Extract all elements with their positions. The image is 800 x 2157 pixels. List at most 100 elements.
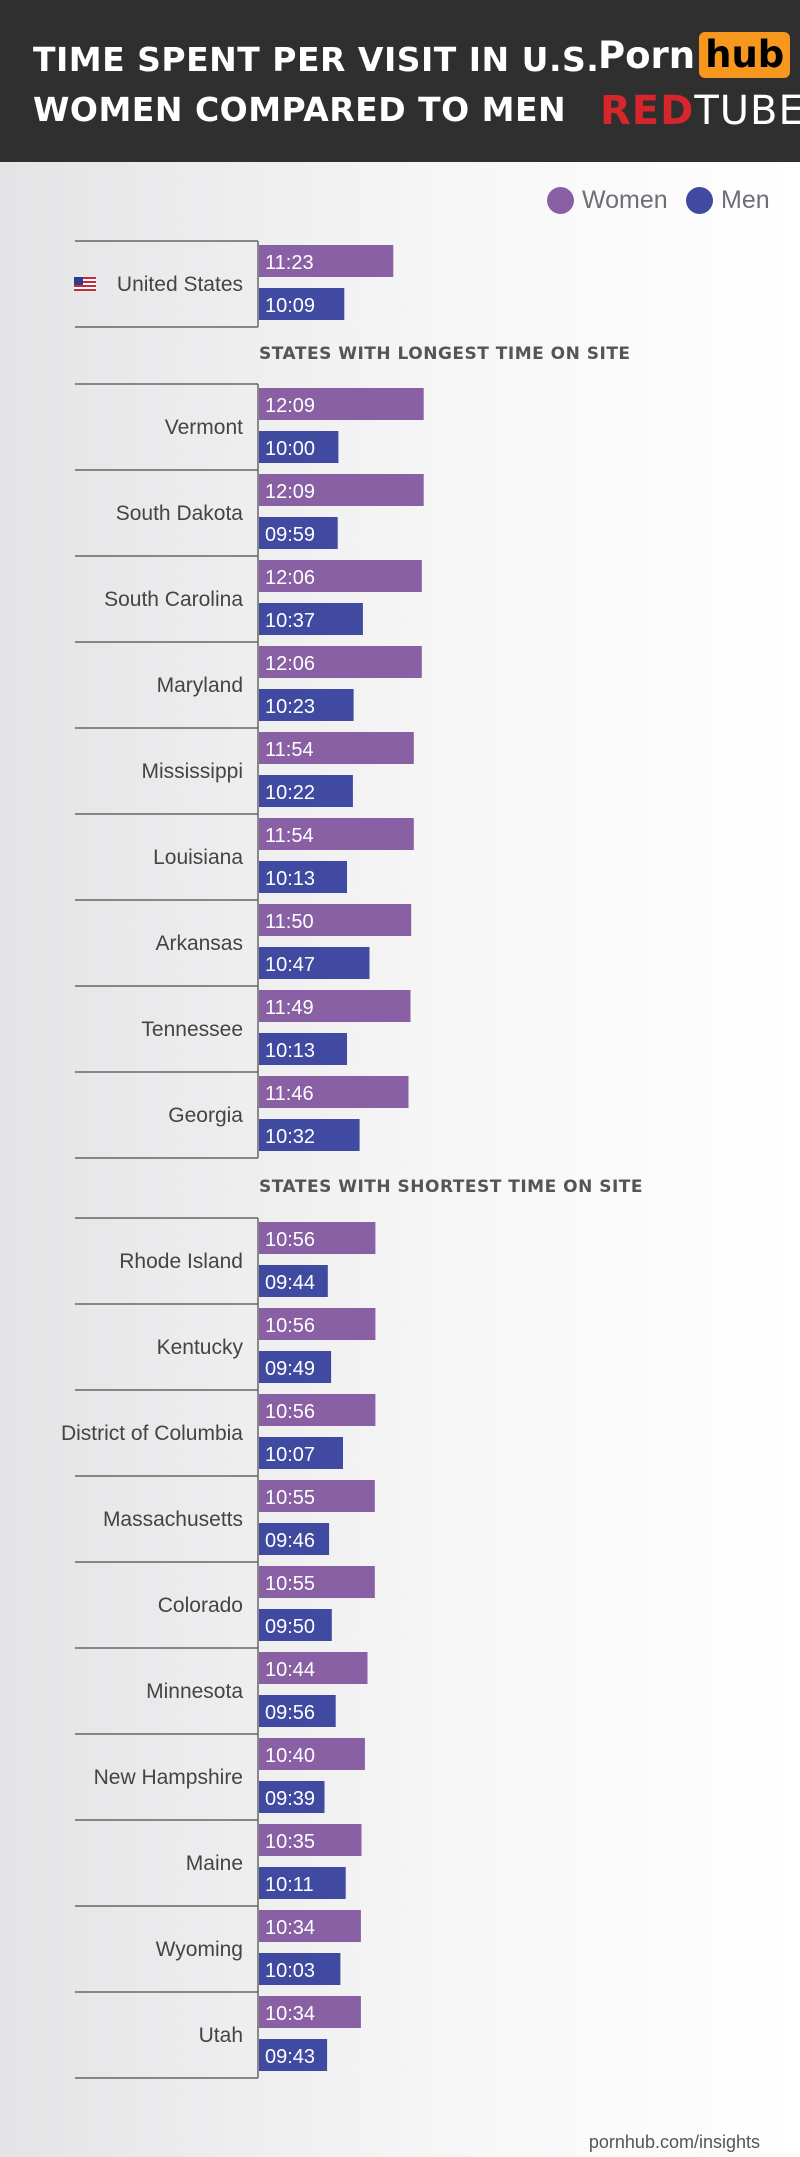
category-label: Minnesota bbox=[146, 1680, 243, 1703]
bar-women bbox=[259, 1910, 361, 1942]
bar-men bbox=[259, 689, 354, 721]
category-label: New Hampshire bbox=[94, 1766, 243, 1789]
data-label-women: 12:06 bbox=[265, 653, 315, 675]
bar-men bbox=[259, 1351, 332, 1383]
category-label: Wyoming bbox=[156, 1938, 243, 1961]
data-label-women: 12:06 bbox=[265, 567, 315, 589]
data-label-men: 09:43 bbox=[265, 2046, 315, 2068]
category-label: South Dakota bbox=[116, 502, 244, 525]
data-label-women: 10:35 bbox=[265, 1831, 315, 1853]
data-label-women: 11:49 bbox=[265, 997, 314, 1019]
redtube-logo-red: RED bbox=[600, 88, 695, 134]
category-label: Arkansas bbox=[155, 932, 243, 955]
data-label-women: 10:44 bbox=[265, 1659, 315, 1681]
bar-women bbox=[259, 1738, 365, 1770]
data-label-men: 10:37 bbox=[265, 610, 315, 632]
us-flag-icon bbox=[74, 277, 96, 291]
bar-women bbox=[259, 1076, 409, 1108]
category-label: Maine bbox=[186, 1852, 243, 1875]
bar-women bbox=[259, 1566, 375, 1598]
bar-women bbox=[259, 904, 412, 936]
data-label-men: 10:22 bbox=[265, 782, 315, 804]
bar-women bbox=[259, 818, 414, 850]
bar-women bbox=[259, 646, 422, 678]
bar-men bbox=[259, 2039, 328, 2071]
bar-men bbox=[259, 1437, 343, 1469]
category-label: District of Columbia bbox=[61, 1422, 243, 1445]
pornhub-logo: Porn hub bbox=[598, 32, 791, 78]
data-label-women: 10:56 bbox=[265, 1229, 315, 1251]
bar-men bbox=[259, 947, 370, 979]
bar-women bbox=[259, 1222, 376, 1254]
bar-men bbox=[259, 775, 353, 807]
data-label-women: 11:50 bbox=[265, 911, 314, 933]
bar-men bbox=[259, 1695, 336, 1727]
bar-row: 12:09 10:00 Vermont bbox=[75, 388, 424, 471]
data-label-women: 10:55 bbox=[265, 1487, 315, 1509]
category-label: Tennessee bbox=[141, 1018, 243, 1041]
data-label-men: 10:23 bbox=[265, 696, 315, 718]
data-label-men: 10:11 bbox=[265, 1874, 314, 1896]
bar-men bbox=[259, 1265, 328, 1297]
data-label-women: 11:46 bbox=[265, 1083, 314, 1105]
bar-women bbox=[259, 1824, 362, 1856]
bar-women bbox=[259, 474, 424, 506]
data-label-men: 10:03 bbox=[265, 1960, 315, 1982]
bar-women bbox=[259, 990, 411, 1022]
bar-row: 12:06 10:23 Maryland bbox=[75, 646, 422, 729]
category-label: Massachusetts bbox=[103, 1508, 243, 1531]
bar-women bbox=[259, 1394, 376, 1426]
bar-row: 10:55 09:46 Massachusetts bbox=[75, 1480, 375, 1563]
bar-row: 10:44 09:56 Minnesota bbox=[75, 1652, 368, 1735]
data-label-men: 09:59 bbox=[265, 524, 315, 546]
data-label-men: 10:00 bbox=[265, 438, 315, 460]
bar-men bbox=[259, 1867, 346, 1899]
bar-women bbox=[259, 1480, 375, 1512]
bar-men bbox=[259, 288, 345, 320]
bar-row: 11:54 10:13 Louisiana bbox=[75, 818, 414, 901]
category-label: Maryland bbox=[157, 674, 243, 697]
bar-women bbox=[259, 1652, 368, 1684]
legend-item-women: Women bbox=[547, 186, 668, 215]
data-label-men: 09:44 bbox=[265, 1272, 315, 1294]
data-label-men: 10:13 bbox=[265, 1040, 315, 1062]
bar-women bbox=[259, 732, 414, 764]
footer-source: pornhub.com/insights bbox=[588, 2132, 760, 2152]
bar-row: 10:55 09:50 Colorado bbox=[75, 1566, 375, 1649]
bar-women bbox=[259, 388, 424, 420]
legend-label-women: Women bbox=[582, 186, 668, 214]
data-label-men: 10:09 bbox=[265, 295, 315, 317]
data-label-men: 10:07 bbox=[265, 1444, 315, 1466]
bar-row: 10:34 09:43 Utah bbox=[75, 1996, 361, 2079]
data-label-men: 10:13 bbox=[265, 868, 315, 890]
redtube-logo: REDTUBE bbox=[600, 88, 800, 134]
category-label: Utah bbox=[199, 2024, 243, 2047]
bar-row: 12:06 10:37 South Carolina bbox=[75, 560, 422, 643]
bar-women bbox=[259, 560, 422, 592]
bar-men bbox=[259, 1953, 341, 1985]
legend-swatch-men bbox=[686, 187, 713, 214]
data-label-women: 12:09 bbox=[265, 481, 315, 503]
data-label-men: 09:50 bbox=[265, 1616, 315, 1638]
category-label: Mississippi bbox=[141, 760, 243, 783]
bar-women bbox=[259, 1996, 361, 2028]
bar-men bbox=[259, 603, 363, 635]
category-label: Kentucky bbox=[157, 1336, 244, 1359]
data-label-women: 10:56 bbox=[265, 1315, 315, 1337]
chart-title-line-2: WOMEN COMPARED TO MEN bbox=[33, 90, 567, 129]
category-label: Vermont bbox=[165, 416, 243, 439]
header-banner: TIME SPENT PER VISIT IN U.S. WOMEN COMPA… bbox=[0, 0, 800, 162]
bar-men bbox=[259, 1033, 347, 1065]
bar-row: 11:23 10:09 United States bbox=[74, 245, 394, 328]
bar-row: 10:56 10:07 District of Columbia bbox=[61, 1394, 376, 1477]
data-label-men: 10:32 bbox=[265, 1126, 315, 1148]
pornhub-logo-badge: hub bbox=[699, 32, 791, 78]
bar-row: 10:34 10:03 Wyoming bbox=[75, 1910, 361, 1993]
bar-row: 10:56 09:49 Kentucky bbox=[75, 1308, 376, 1391]
data-label-women: 10:34 bbox=[265, 2003, 315, 2025]
data-label-women: 11:54 bbox=[265, 825, 314, 847]
bar-row: 10:35 10:11 Maine bbox=[75, 1824, 362, 1907]
section-heading-longest: STATES WITH LONGEST TIME ON SITE bbox=[259, 344, 631, 364]
bar-row: 10:56 09:44 Rhode Island bbox=[75, 1222, 376, 1305]
